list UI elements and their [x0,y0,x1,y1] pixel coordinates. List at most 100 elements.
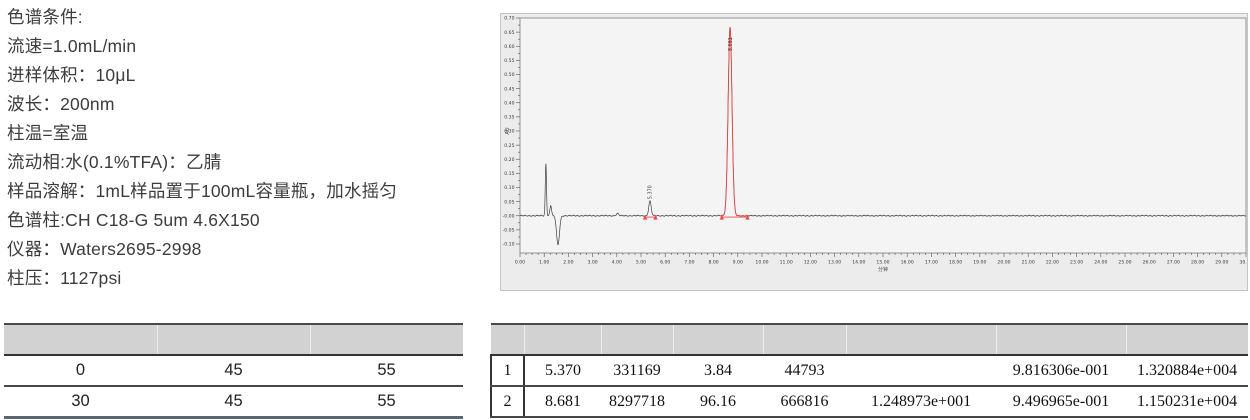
svg-text:15.00: 15.00 [876,260,889,266]
svg-text:24.00: 24.00 [1094,260,1107,266]
peak-row: 1 5.370 331169 3.84 44793 9.816306e-001 … [490,355,1248,387]
svg-text:23.00: 23.00 [1070,260,1083,266]
table-cell: 44793 [763,355,846,387]
table-header-cell [491,323,525,356]
table-cell: 1.248973e+001 [846,386,996,418]
svg-text:0.55: 0.55 [504,58,514,64]
svg-text:7.00: 7.00 [684,260,694,266]
table-cell: 1.150231e+004 [1126,386,1248,418]
table-cell: 45 [157,355,310,387]
svg-text:21.00: 21.00 [1022,260,1035,266]
svg-text:8.00: 8.00 [708,260,718,266]
svg-text:0.45: 0.45 [504,86,514,92]
condition-line: 柱温=室温 [7,123,89,143]
svg-text:0.15: 0.15 [504,171,514,177]
svg-text:4.00: 4.00 [612,260,622,266]
svg-text:0.05: 0.05 [504,199,514,205]
svg-text:0.40: 0.40 [504,100,514,106]
svg-text:0.70: 0.70 [504,16,514,22]
svg-text:分钟: 分钟 [878,266,888,273]
table-cell: 55 [310,386,463,419]
table-cell: 9.816306e-001 [996,355,1126,387]
table-cell: 0 [4,355,157,387]
condition-line: 柱压：1127psi [7,268,122,288]
chromatogram-panel: 0.70 0.65 0.60 0.55 0.50 0.45 0.40 0.35 0.30 0.25… [500,13,1248,291]
table-cell: 5.370 [524,355,601,387]
svg-text:2.00: 2.00 [563,260,573,266]
svg-text:6.00: 6.00 [660,260,670,266]
peak-results-table: 1 5.370 331169 3.84 44793 9.816306e-001 … [490,323,1248,418]
table-cell: 2 [490,386,525,418]
svg-text:30.00: 30.00 [1239,260,1247,266]
condition-line: 波长：200nm [7,94,115,114]
svg-text:29.00: 29.00 [1215,260,1228,266]
condition-line: 色谱柱:CH C18-G 5um 4.6X150 [7,210,260,230]
peak-row: 2 8.681 8297718 96.16 666816 1.248973e+0… [490,386,1248,418]
condition-line: 流速=1.0mL/min [7,36,137,56]
table-cell: 1 [490,355,525,387]
svg-text:10.00: 10.00 [755,260,768,266]
table-header-cell [4,323,158,356]
svg-text:26.00: 26.00 [1143,260,1156,266]
svg-text:28.00: 28.00 [1191,260,1204,266]
svg-text:-0.00: -0.00 [503,213,515,219]
table-cell: 55 [310,355,463,387]
table-cell: 666816 [763,386,846,418]
svg-text:0.10: 0.10 [504,185,514,191]
condition-line: 样品溶解：1mL样品置于100mL容量瓶，加水摇匀 [7,181,398,201]
table-header-cell [996,323,1127,356]
svg-text:13.00: 13.00 [828,260,841,266]
chromatogram-svg: 0.70 0.65 0.60 0.55 0.50 0.45 0.40 0.35 0.30 0.25… [503,16,1247,273]
table-header-cell [524,323,602,356]
svg-text:18.00: 18.00 [949,260,962,266]
chromatography-conditions: 色谱条件: 流速=1.0mL/min 进样体积：10μL 波长：200nm 柱温… [7,3,397,293]
table-cell: 30 [4,386,157,419]
table-cell: 3.84 [673,355,763,387]
svg-text:-0.10: -0.10 [503,242,515,248]
gradient-row: 0 45 55 [4,355,463,387]
svg-text:0.60: 0.60 [504,44,514,50]
peaks-header-row [491,323,1248,356]
table-header-cell [310,323,463,356]
table-header-cell [763,323,847,356]
table-cell: 331169 [601,355,673,387]
svg-text:17.00: 17.00 [925,260,938,266]
svg-text:22.00: 22.00 [1046,260,1059,266]
table-cell: 45 [157,386,310,419]
svg-text:0.50: 0.50 [504,72,514,78]
svg-text:9.00: 9.00 [733,260,743,266]
condition-line: 进样体积：10μL [7,65,136,85]
svg-text:12.00: 12.00 [804,260,817,266]
gradient-header-row [4,323,463,356]
table-cell: 1.320884e+004 [1126,355,1248,387]
svg-text:20.00: 20.00 [997,260,1010,266]
table-header-cell [846,323,997,356]
table-header-cell [1126,323,1248,356]
table-cell: 96.16 [673,386,763,418]
svg-text:0.30: 0.30 [504,129,514,135]
table-header-cell [673,323,764,356]
table-cell: 9.496965e-001 [996,386,1126,418]
svg-text:AU: AU [505,127,511,134]
svg-text:11.00: 11.00 [780,260,793,266]
svg-text:0.35: 0.35 [504,115,514,121]
table-header-cell [601,323,674,356]
svg-text:8.681: 8.681 [728,37,734,51]
table-cell: 8297718 [601,386,673,418]
svg-text:0.65: 0.65 [504,30,514,36]
svg-text:25.00: 25.00 [1118,260,1131,266]
svg-text:5.370: 5.370 [648,185,654,199]
svg-text:19.00: 19.00 [973,260,986,266]
svg-text:-0.05: -0.05 [503,228,515,234]
svg-text:0.25: 0.25 [504,143,514,149]
condition-line: 色谱条件: [7,7,83,27]
svg-text:14.00: 14.00 [852,260,865,266]
condition-line: 仪器：Waters2695-2998 [7,239,202,259]
table-cell [846,355,996,387]
svg-text:5.00: 5.00 [636,260,646,266]
gradient-table: 0 45 55 30 45 55 [4,323,463,419]
svg-text:0.20: 0.20 [504,157,514,163]
table-cell: 8.681 [524,386,601,418]
svg-text:0.00: 0.00 [515,260,525,266]
